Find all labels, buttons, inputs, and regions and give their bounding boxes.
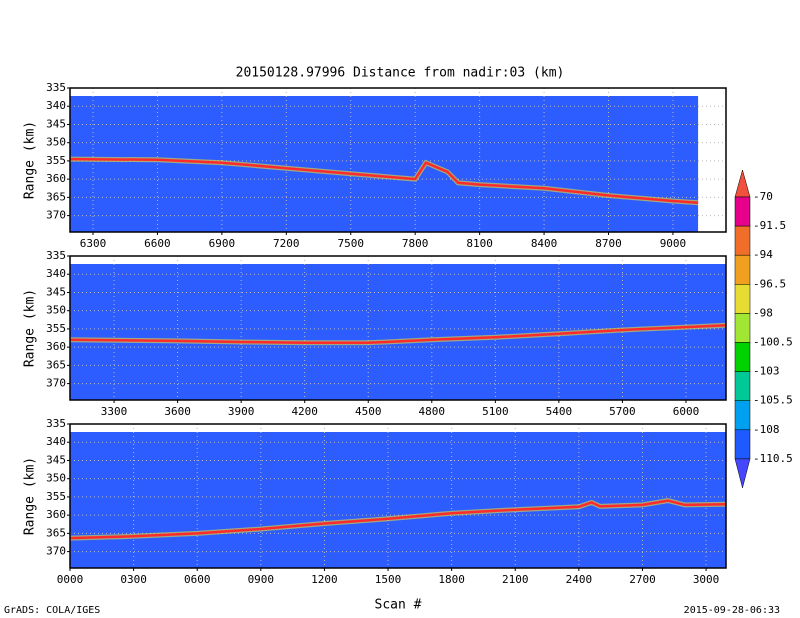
y-tick-label: 340 [46, 99, 66, 112]
x-tick-label: 3900 [228, 405, 255, 418]
footer-left: GrADS: COLA/IGES [4, 605, 100, 616]
x-tick-label: 7500 [337, 237, 364, 250]
x-tick-label: 8400 [531, 237, 558, 250]
y-axis-label: Range (km) [23, 121, 38, 199]
x-tick-label: 2100 [502, 573, 529, 586]
x-tick-label: 6000 [673, 405, 700, 418]
y-tick-label: 360 [46, 172, 66, 185]
x-tick-label: 8700 [595, 237, 622, 250]
y-tick-label: 335 [46, 81, 66, 94]
x-tick-label: 3000 [693, 573, 720, 586]
colorbar-segment [734, 342, 751, 372]
y-tick-label: 350 [46, 304, 66, 317]
colorbar-segment [734, 254, 751, 285]
y-tick-label: 355 [46, 490, 66, 503]
y-tick-label: 360 [46, 508, 66, 521]
x-tick-label: 4200 [291, 405, 318, 418]
x-tick-label: 1500 [375, 573, 402, 586]
x-tick-label: 4500 [355, 405, 382, 418]
x-tick-label: 1200 [311, 573, 338, 586]
surface-line [69, 499, 727, 540]
y-tick-label: 365 [46, 526, 66, 539]
colorbar-label: -105.5 [753, 394, 793, 407]
y-tick-label: 345 [46, 453, 66, 466]
x-tick-label: 2400 [566, 573, 593, 586]
plot-frame [69, 423, 727, 569]
x-tick-label: 0900 [248, 573, 275, 586]
colorbar-label: -100.5 [753, 336, 793, 349]
plot-frame [69, 87, 727, 233]
colorbar-label: -70 [753, 190, 773, 203]
colorbar-segment [734, 196, 751, 227]
x-tick-label: 6600 [144, 237, 171, 250]
x-tick-label: 7200 [273, 237, 300, 250]
colorbar-label: -103 [753, 365, 780, 378]
y-axis-label: Range (km) [23, 289, 38, 367]
x-tick-label: 5400 [546, 405, 573, 418]
surface-line [69, 157, 699, 205]
data-field [70, 432, 726, 568]
y-tick-label: 355 [46, 154, 66, 167]
colorbar-label: -110.5 [753, 452, 793, 465]
x-tick-label: 0000 [57, 573, 84, 586]
colorbar-label: -108 [753, 423, 780, 436]
data-field [70, 96, 699, 232]
colorbar-segment [734, 400, 751, 431]
x-tick-label: 5700 [609, 405, 636, 418]
x-axis-label: Scan # [375, 598, 422, 613]
x-tick-label: 6300 [80, 237, 107, 250]
colorbar-label: -98 [753, 306, 773, 319]
chart-title: 20150128.97996 Distance from nadir:03 (k… [236, 66, 565, 81]
colorbar-label: -91.5 [753, 219, 786, 232]
y-tick-label: 345 [46, 117, 66, 130]
y-tick-label: 365 [46, 358, 66, 371]
footer-right: 2015-09-28-06:33 [684, 605, 780, 616]
x-tick-label: 0600 [184, 573, 211, 586]
y-tick-label: 370 [46, 377, 66, 390]
x-tick-label: 7800 [402, 237, 429, 250]
x-tick-label: 3300 [101, 405, 128, 418]
y-tick-label: 370 [46, 209, 66, 222]
colorbar-segment [734, 225, 751, 256]
plot-frame [69, 255, 727, 401]
colorbar-segment [734, 169, 751, 198]
x-tick-label: 8100 [466, 237, 493, 250]
y-tick-label: 335 [46, 417, 66, 430]
y-tick-label: 370 [46, 545, 66, 558]
y-tick-label: 340 [46, 435, 66, 448]
y-tick-label: 350 [46, 136, 66, 149]
y-tick-label: 345 [46, 285, 66, 298]
colorbar-segment [734, 458, 751, 489]
colorbar-segment [734, 371, 751, 401]
y-tick-label: 355 [46, 322, 66, 335]
colorbar-segment [734, 284, 751, 314]
x-tick-label: 4800 [419, 405, 446, 418]
y-tick-label: 365 [46, 190, 66, 203]
y-tick-label: 340 [46, 267, 66, 280]
y-axis-label: Range (km) [23, 457, 38, 535]
surface-line [69, 324, 727, 345]
x-tick-label: 5100 [482, 405, 509, 418]
y-tick-label: 335 [46, 249, 66, 262]
x-tick-label: 0300 [120, 573, 147, 586]
y-tick-label: 350 [46, 472, 66, 485]
x-tick-label: 6900 [209, 237, 236, 250]
x-tick-label: 1800 [438, 573, 465, 586]
colorbar-segment [734, 429, 751, 460]
x-tick-label: 3600 [164, 405, 191, 418]
colorbar-label: -96.5 [753, 277, 786, 290]
x-tick-label: 9000 [660, 237, 687, 250]
colorbar-segment [734, 313, 751, 343]
y-tick-label: 360 [46, 340, 66, 353]
x-tick-label: 2700 [629, 573, 656, 586]
colorbar-label: -94 [753, 248, 773, 261]
